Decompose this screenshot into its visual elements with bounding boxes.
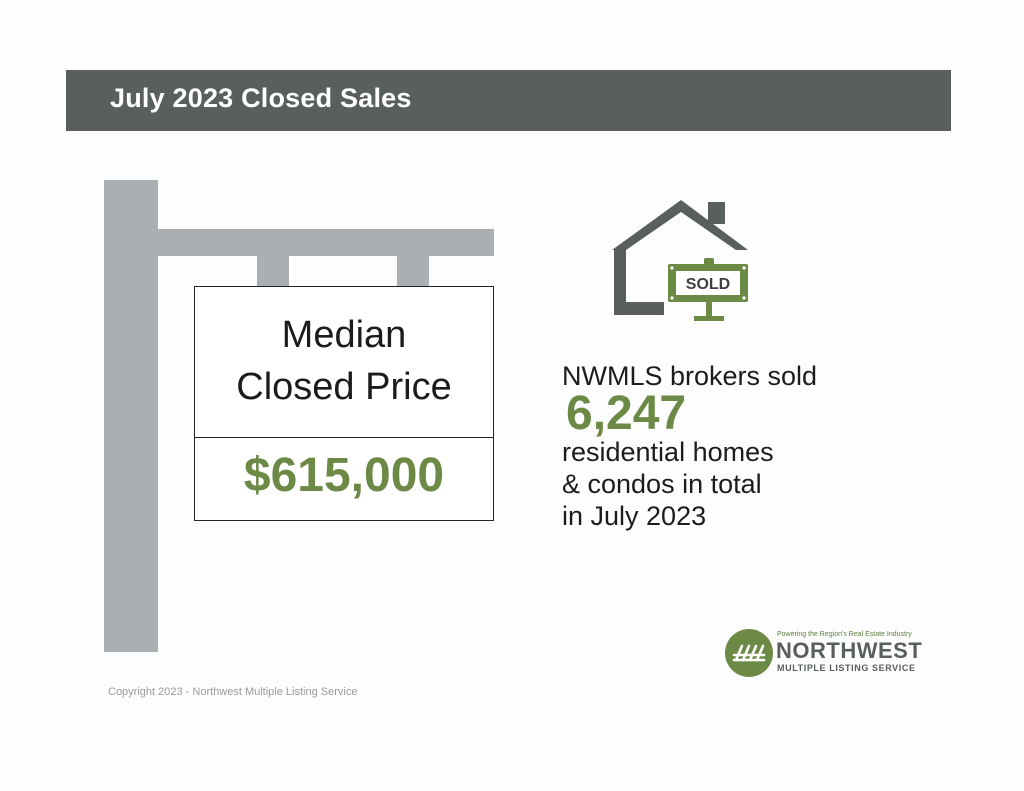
sales-stat: NWMLS brokers sold 6,247 residential hom… <box>562 360 882 532</box>
copyright-text: Copyright 2023 - Northwest Multiple List… <box>108 686 358 698</box>
stat-line3: & condos in total <box>562 469 762 499</box>
house-chimney <box>708 202 725 224</box>
sign-label-line1: Median <box>281 314 407 356</box>
sign-hanger-left <box>257 255 289 288</box>
sign-label: Median Closed Price <box>195 309 493 413</box>
logo-tagline: Powering the Region's Real Estate Indust… <box>777 631 912 638</box>
sold-sign-post <box>706 302 712 319</box>
house-outline <box>612 200 748 315</box>
stat-line1: NWMLS brokers sold <box>562 361 818 391</box>
sold-sign-inner <box>676 271 740 295</box>
logo-subtitle: MULTIPLE LISTING SERVICE <box>777 663 916 673</box>
sign-divider <box>195 437 493 438</box>
stat-line4: in July 2023 <box>562 501 707 531</box>
stat-line2: residential homes <box>562 437 774 467</box>
sign-post-arm <box>156 229 494 256</box>
sold-sign-base <box>694 316 724 321</box>
nwmls-logo-mark-icon <box>725 629 773 677</box>
logo-name: NORTHWEST <box>776 638 923 663</box>
sign-post-vertical <box>104 180 158 652</box>
sign-label-line2: Closed Price <box>236 366 452 408</box>
homes-sold-count: 6,247 <box>566 387 687 440</box>
nwmls-logo: Powering the Region's Real Estate Indust… <box>725 629 935 677</box>
sold-sign-text: SOLD <box>686 276 730 293</box>
sign-hanger-right <box>397 255 429 288</box>
title-bar: July 2023 Closed Sales <box>66 70 951 131</box>
median-price-sign: Median Closed Price $615,000 <box>194 286 494 521</box>
median-price-value: $615,000 <box>243 449 445 502</box>
sold-sign-top <box>704 258 714 265</box>
page-title: July 2023 Closed Sales <box>110 83 412 113</box>
house-with-sold-sign-icon: SOLD <box>612 200 748 321</box>
